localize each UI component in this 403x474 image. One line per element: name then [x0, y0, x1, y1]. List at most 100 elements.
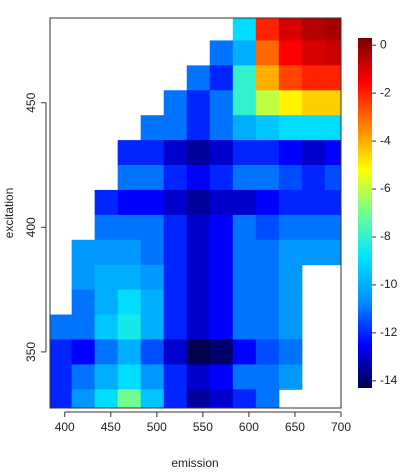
- heat-cell: [186, 364, 211, 390]
- heat-cell: [186, 189, 211, 216]
- heat-cell: [209, 115, 234, 141]
- heat-cell: [209, 339, 234, 365]
- heat-cell: [324, 65, 341, 91]
- heat-cell: [117, 289, 142, 316]
- heat-cell: [324, 189, 341, 216]
- x-tick-label: 500: [147, 420, 167, 434]
- heat-cell: [163, 389, 188, 408]
- heat-cell: [209, 40, 234, 66]
- heat-cell: [278, 18, 303, 41]
- heat-cell: [278, 90, 303, 116]
- heat-cell: [117, 165, 142, 191]
- heat-cell: [324, 140, 341, 166]
- heat-cell: [255, 189, 280, 216]
- heat-cell: [324, 90, 341, 116]
- plot-frame: [49, 17, 342, 409]
- heat-cell: [278, 339, 303, 365]
- heat-cell: [117, 339, 142, 365]
- heat-cell: [140, 239, 165, 266]
- heat-cell: [278, 214, 303, 241]
- heat-cell: [94, 189, 119, 216]
- heat-cell: [301, 214, 326, 241]
- heat-cell: [140, 314, 165, 340]
- heat-cell: [163, 314, 188, 340]
- y-tick-label: 400: [24, 217, 38, 237]
- heat-cell: [255, 264, 280, 291]
- heat-cell: [71, 339, 96, 365]
- x-tick-label: 450: [101, 420, 121, 434]
- heat-cell: [163, 264, 188, 291]
- heat-cell: [140, 389, 165, 408]
- colorbar-tick-label: -10: [380, 277, 398, 291]
- heat-cell: [255, 140, 280, 166]
- heat-cell: [186, 264, 211, 291]
- heat-cell: [232, 314, 257, 340]
- heat-cell: [255, 314, 280, 340]
- heat-cell: [94, 214, 119, 241]
- heat-cell: [140, 289, 165, 316]
- heat-cell: [232, 289, 257, 316]
- heat-cell: [50, 314, 73, 340]
- heat-cell: [232, 264, 257, 291]
- heat-cell: [255, 65, 280, 91]
- heat-cell: [255, 389, 280, 408]
- y-axis-label: excitation: [2, 188, 16, 239]
- heat-cell: [186, 389, 211, 408]
- heat-cell: [301, 115, 326, 141]
- heat-cell: [186, 214, 211, 241]
- heat-cell: [232, 339, 257, 365]
- x-tick-label: 600: [239, 420, 259, 434]
- heat-cell: [324, 214, 341, 241]
- heat-cell: [117, 189, 142, 216]
- heat-cell: [255, 364, 280, 390]
- x-tick-label: 700: [331, 420, 351, 434]
- heat-cell: [186, 90, 211, 116]
- heat-cell: [301, 140, 326, 166]
- x-tick-label: 650: [285, 420, 305, 434]
- heat-cell: [140, 214, 165, 241]
- heat-cell: [50, 339, 73, 365]
- heat-cell: [50, 389, 73, 408]
- heatmap-cells: [50, 18, 341, 408]
- heat-cell: [278, 65, 303, 91]
- heat-cell: [117, 264, 142, 291]
- heat-cell: [140, 140, 165, 166]
- heat-cell: [163, 189, 188, 216]
- heat-cell: [278, 189, 303, 216]
- heat-cell: [255, 165, 280, 191]
- heat-cell: [94, 239, 119, 266]
- heat-cell: [301, 189, 326, 216]
- heat-cell: [324, 40, 341, 66]
- heat-cell: [163, 165, 188, 191]
- x-axis-label: emission: [171, 456, 218, 470]
- heat-cell: [255, 239, 280, 266]
- heat-cell: [232, 364, 257, 390]
- heat-cell: [232, 115, 257, 141]
- heat-cell: [140, 264, 165, 291]
- heat-cell: [278, 165, 303, 191]
- heat-cell: [278, 239, 303, 266]
- x-tick-label: 400: [55, 420, 75, 434]
- heat-cell: [50, 364, 73, 390]
- heat-cell: [324, 239, 341, 266]
- heat-cell: [255, 339, 280, 365]
- heat-cell: [209, 140, 234, 166]
- heat-cell: [301, 65, 326, 91]
- heat-cell: [232, 65, 257, 91]
- heat-cell: [117, 389, 142, 408]
- heat-cell: [301, 18, 326, 41]
- heat-cell: [278, 364, 303, 390]
- heat-cell: [255, 90, 280, 116]
- heat-cell: [163, 214, 188, 241]
- heat-cell: [209, 189, 234, 216]
- heat-cell: [255, 18, 280, 41]
- heat-cell: [163, 289, 188, 316]
- heat-cell: [117, 314, 142, 340]
- heat-cell: [186, 65, 211, 91]
- heat-cell: [301, 40, 326, 66]
- heat-cell: [324, 18, 341, 41]
- heat-cell: [71, 389, 96, 408]
- heat-cell: [209, 389, 234, 408]
- colorbar-tick-label: -6: [380, 181, 391, 195]
